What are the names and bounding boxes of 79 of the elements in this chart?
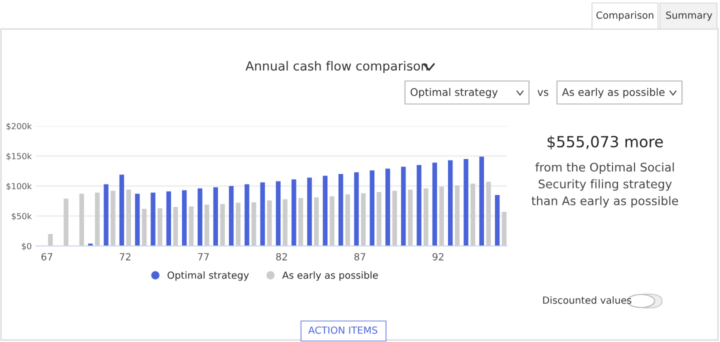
bar <box>213 187 218 246</box>
bar <box>228 186 234 246</box>
bar <box>439 186 444 246</box>
bar <box>298 198 304 246</box>
bar <box>135 194 140 246</box>
bar <box>166 191 172 246</box>
bar <box>251 202 256 246</box>
bar <box>314 197 319 246</box>
bar <box>260 182 265 246</box>
bar <box>361 193 366 246</box>
y-tick-label: $200k <box>6 122 32 130</box>
bar <box>370 170 374 246</box>
legend-label: As early as possible <box>282 271 378 281</box>
text: Comparison <box>596 11 654 21</box>
bar <box>126 190 131 246</box>
bar <box>401 166 406 246</box>
bar <box>470 184 476 246</box>
text: Summary <box>666 11 712 21</box>
y-tick-label: $50k <box>12 212 32 220</box>
bar <box>330 196 334 246</box>
bar <box>48 234 53 246</box>
bar <box>486 182 491 246</box>
bar <box>345 194 350 246</box>
bar <box>282 199 288 246</box>
bar <box>354 172 359 246</box>
bar <box>276 181 281 246</box>
bar <box>104 184 108 246</box>
bar <box>338 174 344 246</box>
bar <box>110 190 116 246</box>
bar <box>188 206 194 246</box>
bar <box>448 160 453 246</box>
bar <box>244 184 250 246</box>
bar <box>376 192 382 246</box>
y-tick-label: $150k <box>6 152 32 160</box>
chart-title: Annual cash flow comparison <box>246 60 428 74</box>
bar <box>307 178 312 246</box>
bar <box>220 204 225 246</box>
x-tick-label: 82 <box>276 253 287 260</box>
bar <box>142 208 147 246</box>
bar <box>119 174 124 246</box>
y-tick-label: $0 <box>22 242 32 250</box>
bar <box>267 200 272 246</box>
text: vs <box>538 90 548 96</box>
bar <box>464 159 468 246</box>
bar <box>479 156 484 246</box>
bar <box>385 168 390 246</box>
bar <box>173 207 178 246</box>
x-tick-label: 72 <box>120 253 130 260</box>
bar <box>236 202 241 246</box>
bar <box>292 179 296 246</box>
bar <box>416 165 422 246</box>
bar <box>494 195 500 246</box>
bar <box>454 185 460 246</box>
bar <box>79 194 84 246</box>
x-tick-label: 87 <box>354 253 366 260</box>
bar <box>198 188 202 246</box>
bar <box>64 198 68 246</box>
bar <box>322 176 328 246</box>
text: $555,073 more <box>548 136 663 150</box>
text: ACTION ITEMS <box>308 326 378 334</box>
text: As early as possible <box>562 88 665 98</box>
bar <box>408 190 413 246</box>
x-tick-label: 67 <box>41 253 52 260</box>
legend-label: Optimal strategy <box>168 271 249 281</box>
bar <box>182 190 187 246</box>
bar <box>158 208 162 246</box>
bar <box>502 212 507 246</box>
bar <box>94 192 100 246</box>
bar <box>424 188 428 246</box>
bar <box>432 162 438 246</box>
bar <box>392 190 397 246</box>
x-tick-label: 92 <box>432 253 444 260</box>
y-tick-label: $100k <box>6 182 32 190</box>
bar <box>150 192 156 246</box>
bar <box>204 204 210 246</box>
x-tick-label: 77 <box>198 253 209 260</box>
text: from the Optimal Social Security filing strategy than As early as possible <box>532 162 678 208</box>
text: Discounted values <box>543 296 632 304</box>
text: Optimal strategy <box>410 88 498 98</box>
